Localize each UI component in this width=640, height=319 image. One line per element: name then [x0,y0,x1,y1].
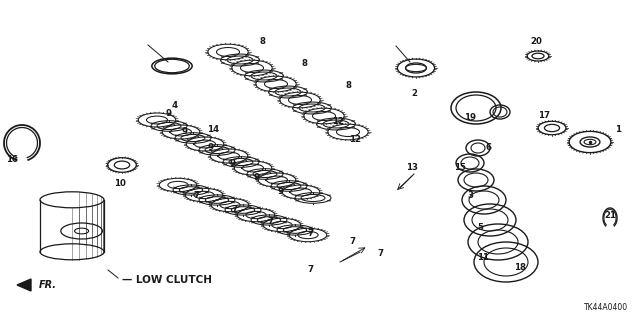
Text: 9: 9 [229,160,235,168]
Text: 10: 10 [114,179,126,188]
Text: 13: 13 [406,164,418,173]
Text: 14: 14 [207,125,219,135]
Text: FR.: FR. [39,280,57,290]
Polygon shape [17,279,31,291]
Text: 7: 7 [307,228,313,238]
Text: 2: 2 [411,90,417,99]
Text: 9: 9 [182,128,188,137]
Text: 12: 12 [349,136,361,145]
Text: — LOW CLUTCH: — LOW CLUTCH [122,275,212,285]
Text: 3: 3 [467,191,473,201]
Text: 7: 7 [231,205,237,214]
Text: 7: 7 [349,238,355,247]
Text: 8: 8 [345,81,351,91]
Text: 18: 18 [514,263,526,272]
Text: 9: 9 [207,144,213,152]
Text: 12: 12 [332,117,344,127]
Text: 8: 8 [259,38,265,47]
Text: 4: 4 [172,100,178,109]
Text: TK44A0400: TK44A0400 [584,303,628,313]
Text: 20: 20 [530,38,542,47]
Text: 5: 5 [477,224,483,233]
Text: 11: 11 [477,254,489,263]
Text: 7: 7 [267,218,273,226]
Text: 6: 6 [485,144,491,152]
Text: 7: 7 [307,265,313,275]
Text: 9: 9 [253,174,259,182]
Text: 9: 9 [165,109,171,118]
Text: 21: 21 [604,211,616,220]
Text: 7: 7 [193,191,199,201]
Text: 16: 16 [6,155,18,165]
Text: 7: 7 [377,249,383,258]
Text: 1: 1 [615,125,621,135]
Text: 8: 8 [302,60,308,69]
Text: 9: 9 [277,188,283,197]
Text: 17: 17 [538,110,550,120]
Text: 19: 19 [464,114,476,122]
Text: 15: 15 [454,164,466,173]
